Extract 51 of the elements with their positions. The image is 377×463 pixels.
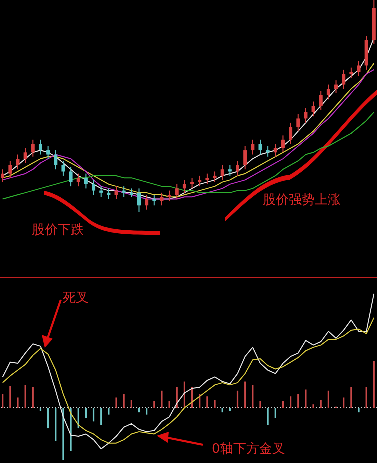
candlestick bbox=[84, 173, 88, 190]
candlestick bbox=[46, 146, 50, 160]
candlestick bbox=[334, 80, 338, 94]
candlestick bbox=[312, 101, 316, 118]
candlestick bbox=[244, 146, 248, 170]
candlestick bbox=[114, 186, 118, 200]
candlestick bbox=[137, 188, 141, 212]
candlestick bbox=[236, 160, 240, 176]
candlestick bbox=[228, 164, 232, 176]
candlestick bbox=[175, 184, 179, 200]
candlestick bbox=[274, 144, 278, 158]
candlestick bbox=[213, 171, 217, 183]
candlestick bbox=[38, 139, 42, 156]
candlestick bbox=[220, 164, 224, 181]
candlestick bbox=[281, 135, 285, 154]
candlestick bbox=[69, 166, 73, 188]
candlestick bbox=[326, 84, 330, 100]
candlestick bbox=[76, 173, 80, 188]
candlestick bbox=[8, 160, 12, 179]
candlestick bbox=[24, 148, 28, 164]
candlestick bbox=[92, 180, 96, 196]
candlestick bbox=[160, 192, 164, 206]
candlestick bbox=[145, 194, 149, 210]
candlestick bbox=[296, 114, 300, 132]
candlestick bbox=[122, 186, 126, 198]
candlestick bbox=[258, 139, 262, 156]
candlestick bbox=[319, 90, 323, 111]
candlestick bbox=[342, 69, 346, 90]
candlestick bbox=[100, 186, 104, 198]
candlestick bbox=[198, 175, 202, 188]
text: 股价下跌 bbox=[32, 223, 84, 238]
candlestick bbox=[1, 169, 5, 183]
candlestick bbox=[107, 188, 111, 200]
candlestick bbox=[350, 67, 354, 79]
candlestick bbox=[152, 194, 156, 206]
candlestick bbox=[54, 150, 58, 170]
candlestick bbox=[357, 60, 361, 77]
candlestick bbox=[304, 108, 308, 124]
candlestick bbox=[206, 173, 210, 185]
candlestick bbox=[251, 139, 255, 156]
candlestick bbox=[16, 154, 20, 170]
candlestick bbox=[31, 139, 35, 158]
candlestick bbox=[182, 180, 186, 194]
candlestick bbox=[190, 178, 194, 190]
annotation: 死叉 bbox=[63, 291, 89, 306]
annotation: 0轴下方金叉 bbox=[212, 441, 286, 457]
candlestick bbox=[168, 190, 172, 202]
candlestick bbox=[266, 146, 270, 158]
candlestick bbox=[289, 122, 293, 145]
annotation: 股价强势上涨 bbox=[263, 193, 341, 208]
candlestick bbox=[62, 160, 66, 176]
